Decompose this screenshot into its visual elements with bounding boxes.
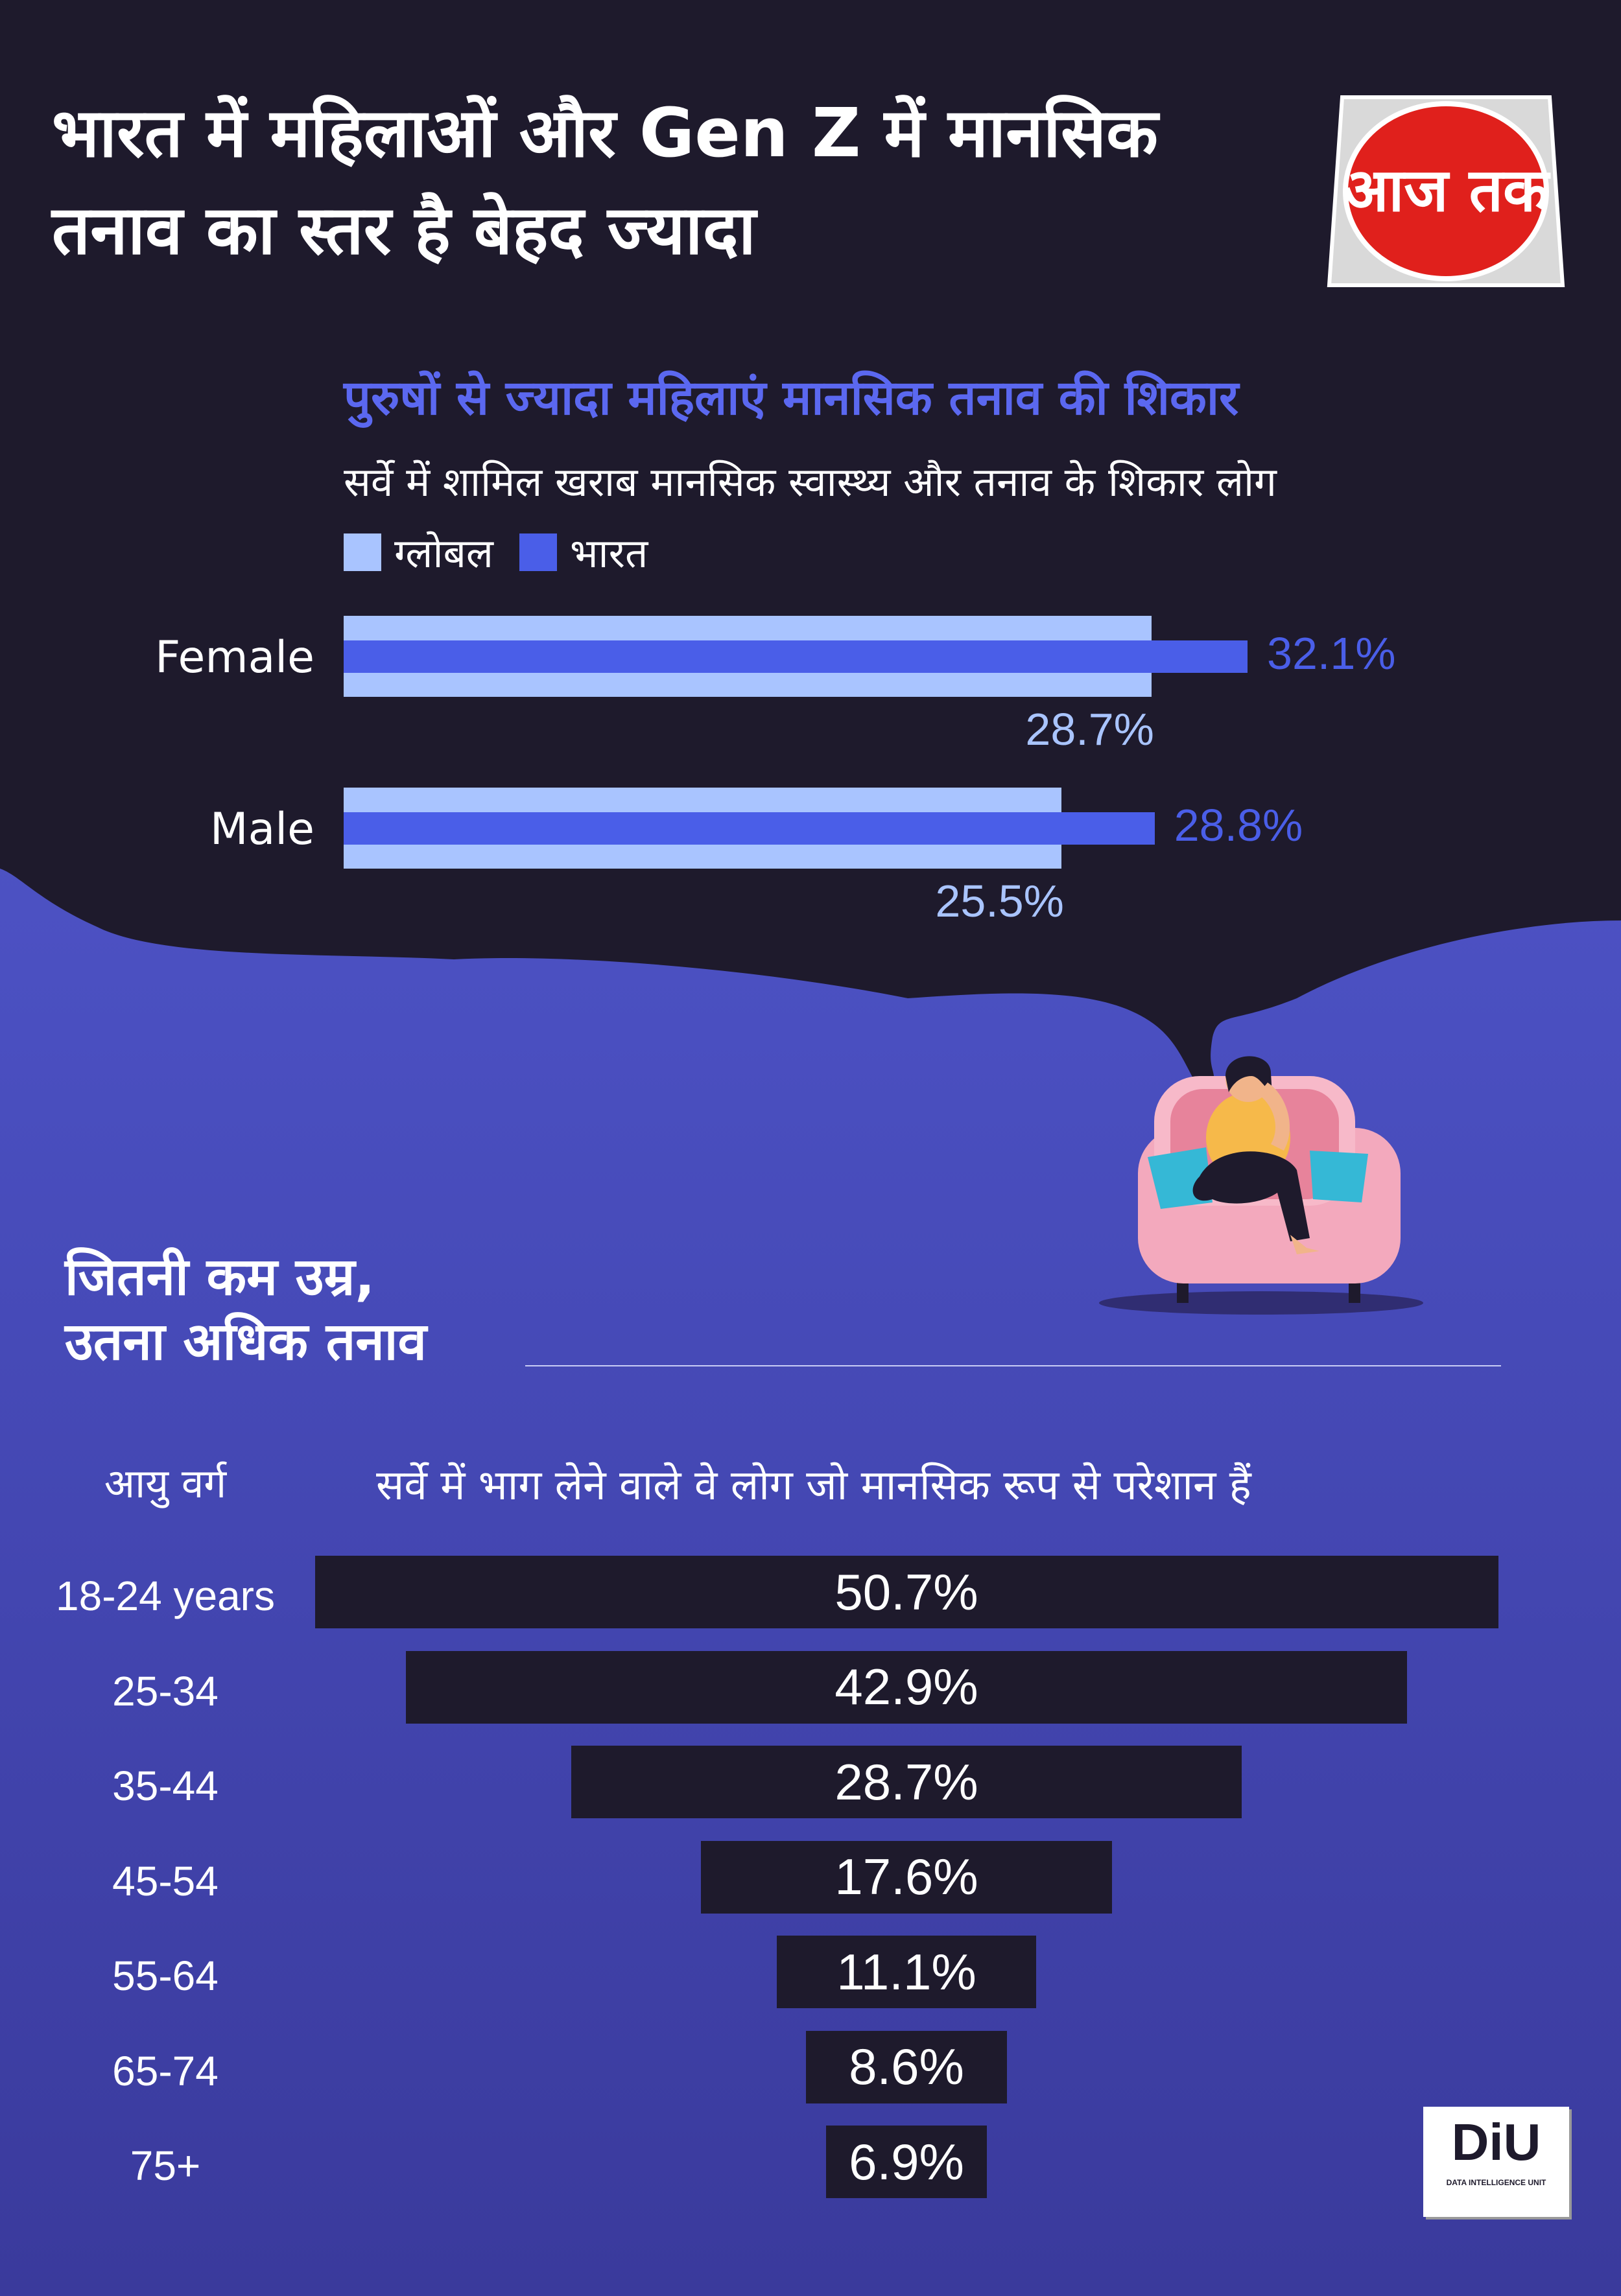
legend-label-global: ग्लोबल — [394, 530, 493, 577]
chart2-heading: जितनी कम उम्र, उतना अधिक तनाव — [65, 1245, 427, 1374]
bar-india — [344, 640, 1248, 673]
value-label-global: 25.5% — [935, 876, 1064, 926]
age-group-label: 25-34 — [112, 1667, 219, 1715]
logo-graphic: आज तक — [1327, 95, 1565, 287]
category-label: Female — [155, 632, 314, 683]
age-group-label: 65-74 — [112, 2047, 219, 2094]
age-stress-bar: 17.6% — [701, 1840, 1112, 1914]
age-stress-bar: 50.7% — [314, 1556, 1498, 1628]
bar-india — [344, 812, 1155, 845]
age-stress-bar: 6.9% — [825, 2126, 988, 2198]
chart2-heading-line2: उतना अधिक तनाव — [65, 1311, 427, 1372]
age-stress-bar: 42.9% — [405, 1650, 1408, 1724]
legend-item-india: भारत — [519, 525, 648, 580]
legend-label-india: भारत — [569, 530, 648, 577]
aaj-tak-logo: आज तक — [1323, 91, 1569, 292]
description-column-header: सर्वे में भाग लेने वाले वे लोग जो मानसिक… — [376, 1462, 1251, 1510]
value-label-india: 28.8% — [1174, 800, 1303, 850]
age-group-label: 35-44 — [112, 1763, 219, 1809]
diu-logo-caption: DATA INTELLIGENCE UNIT — [1446, 2178, 1546, 2187]
page-title: भारत में महिलाओं और Gen Z में मानसिक तना… — [52, 93, 1159, 270]
age-group-label: 45-54 — [112, 1857, 219, 1904]
age-group-label: 75+ — [130, 2142, 201, 2189]
legend-swatch-india — [519, 533, 557, 571]
diu-logo: DiU DATA INTELLIGENCE UNIT — [1423, 2107, 1569, 2217]
diu-logo-text: DiU — [1451, 2113, 1541, 2171]
age-stress-bar: 28.7% — [571, 1746, 1242, 1818]
age-stress-bar: 8.6% — [806, 2030, 1007, 2103]
chart1-heading: पुरुषों से ज्यादा महिलाएं मानसिक तनाव की… — [344, 370, 1239, 426]
stressed-woman-illustration — [1099, 1056, 1423, 1315]
category-label: Male — [209, 804, 314, 855]
value-label-india: 32.1% — [1267, 628, 1396, 679]
chart2-heading-line1: जितनी कम उम्र, — [65, 1247, 375, 1307]
chart1-legend: ग्लोबल भारत — [344, 525, 648, 580]
value-label-global: 28.7% — [1025, 704, 1154, 755]
age-group-label: 18-24 years — [56, 1573, 275, 1619]
age-stress-bar: 11.1% — [777, 1936, 1036, 2008]
age-group-label: 55-64 — [112, 1952, 219, 1999]
chart1-subheading: सर्वे में शामिल खराब मानसिक स्वास्थ्य और… — [344, 458, 1277, 506]
age-column-header: आयु वर्ग — [104, 1460, 227, 1507]
legend-item-global: ग्लोबल — [344, 525, 493, 580]
section-divider — [525, 1365, 1501, 1366]
logo-text: आज तक — [1343, 156, 1551, 225]
legend-swatch-global — [344, 533, 381, 571]
